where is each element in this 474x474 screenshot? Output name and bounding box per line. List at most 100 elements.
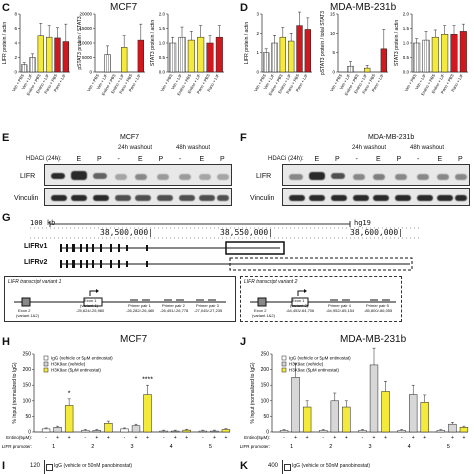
entinostat-sign: + [56, 435, 59, 441]
band [289, 174, 303, 180]
bar [263, 52, 270, 73]
y-tick-label: 200 [261, 367, 270, 373]
bar [397, 430, 406, 433]
band [51, 173, 65, 179]
bar [369, 364, 379, 433]
legend-swatch [281, 367, 287, 373]
panel-c-title: MCF7 [110, 2, 138, 13]
panel-f-title: MDA-MB-231b [368, 134, 415, 141]
panel-d-title: MDA-MB-231b [330, 2, 397, 13]
genome-coord-3: 38,600,000| [350, 228, 403, 237]
promoter-label: 5 [447, 444, 450, 450]
legend-label: H3K9ac (vehicle) [289, 362, 324, 367]
bar [358, 430, 367, 433]
blot-f-vinculin-image [282, 188, 470, 206]
bar [422, 39, 430, 73]
y-tick-label: 0 [89, 70, 92, 75]
map1-primer3: Primer pair 3 [196, 303, 219, 308]
lane-label: P [220, 156, 225, 163]
bar [64, 405, 74, 433]
band [437, 195, 453, 201]
entinostat-sign: - [440, 435, 442, 441]
blot-f-hdaci: HDACi (24h): [268, 156, 304, 162]
entinostat-sign: + [412, 435, 415, 441]
lane-label: - [355, 156, 358, 163]
band [217, 195, 229, 201]
genome-assembly: hg19 [354, 219, 371, 227]
legend-swatch [43, 367, 49, 373]
legend-label: H3K9ac (vehicle) [51, 362, 86, 367]
promoter-label: 4 [408, 444, 411, 450]
legend-swatch [281, 355, 287, 361]
y-axis-label: LIFR protein / actin [244, 22, 250, 64]
band [115, 174, 127, 180]
lane-label: E [437, 156, 443, 163]
bar [304, 29, 311, 73]
lane-label: E [314, 156, 320, 163]
genome-variant-2: LIFRv2 [24, 259, 48, 266]
y-tick-label: 10 [330, 31, 336, 36]
bar [81, 430, 90, 433]
entinostat-sign: - [362, 435, 364, 441]
gene-track-variant-2 [60, 257, 413, 271]
blot-f-washout48: 48h washout [410, 145, 445, 151]
transcript-map-drawings [14, 289, 396, 307]
entino-row-label: Entino(5μM): [244, 435, 270, 440]
bar [29, 57, 36, 73]
y-tick-label: 150 [23, 383, 32, 389]
y-tick-label: 2.0 [159, 12, 166, 17]
legend-label: H3K9ac (5μM entinostat) [289, 368, 339, 373]
panel-label-g: G [2, 212, 11, 224]
y-tick-label: 3 [256, 12, 259, 17]
legend-label: IgG (vehicle or 5μM entinostat) [289, 356, 351, 361]
panel-label-c: C [2, 2, 10, 14]
lane-label: P [97, 156, 102, 163]
blot-e-row-vinculin: Vinculin [14, 195, 39, 202]
bar [41, 428, 51, 433]
band [331, 173, 345, 179]
y-tick-label: 100 [261, 398, 270, 404]
map1-primer1: Primer pair 1 [128, 303, 151, 308]
y-tick-label: 5 [332, 50, 335, 55]
y-tick-label: 2 [256, 31, 259, 36]
bar [197, 36, 205, 73]
entinostat-sign: + [95, 435, 98, 441]
bar [279, 36, 286, 73]
lane-label: P [158, 156, 164, 163]
y-tick-label: 20000 [79, 12, 92, 17]
bar [364, 67, 371, 73]
bar [215, 36, 223, 73]
lane-label: - [56, 156, 59, 163]
map1-exon1-coord: -25,624/-25,980 [76, 308, 105, 313]
bar [436, 430, 446, 433]
y-axis-label: pSTAT3 protein / STAT3 [77, 16, 83, 69]
y-tick-label: 0 [256, 70, 259, 75]
map1-primer1-coord: -26,282/-26,480 [126, 308, 155, 313]
entinostat-sign: + [384, 435, 387, 441]
blot-f-row-lifr: LIFR [256, 173, 272, 180]
bar [302, 406, 312, 433]
panel-label-h: H [2, 336, 10, 348]
bar [21, 64, 28, 73]
y-tick-label: 1.5 [403, 26, 410, 31]
panel-k-legend-swatch [284, 464, 291, 471]
bar [441, 34, 449, 73]
bar [198, 430, 208, 433]
bar [137, 39, 145, 73]
entinostat-sign: - [124, 435, 126, 441]
y-axis-label: LIFR protein / actin [2, 22, 8, 64]
panel-label-k: K [240, 460, 248, 472]
band [115, 195, 131, 201]
entinostat-sign: + [373, 435, 376, 441]
promoter-label: 1 [290, 444, 293, 450]
entinostat-sign: + [146, 435, 149, 441]
y-tick-label: 1.0 [403, 41, 410, 46]
bar [104, 54, 111, 73]
map2-primer5-coord: -85,800/-86,055 [364, 308, 393, 313]
gene-track-variant-1 [60, 241, 285, 255]
panel-i-axis [44, 460, 45, 474]
y-tick-label: 5000 [82, 55, 93, 60]
bar [187, 39, 195, 73]
